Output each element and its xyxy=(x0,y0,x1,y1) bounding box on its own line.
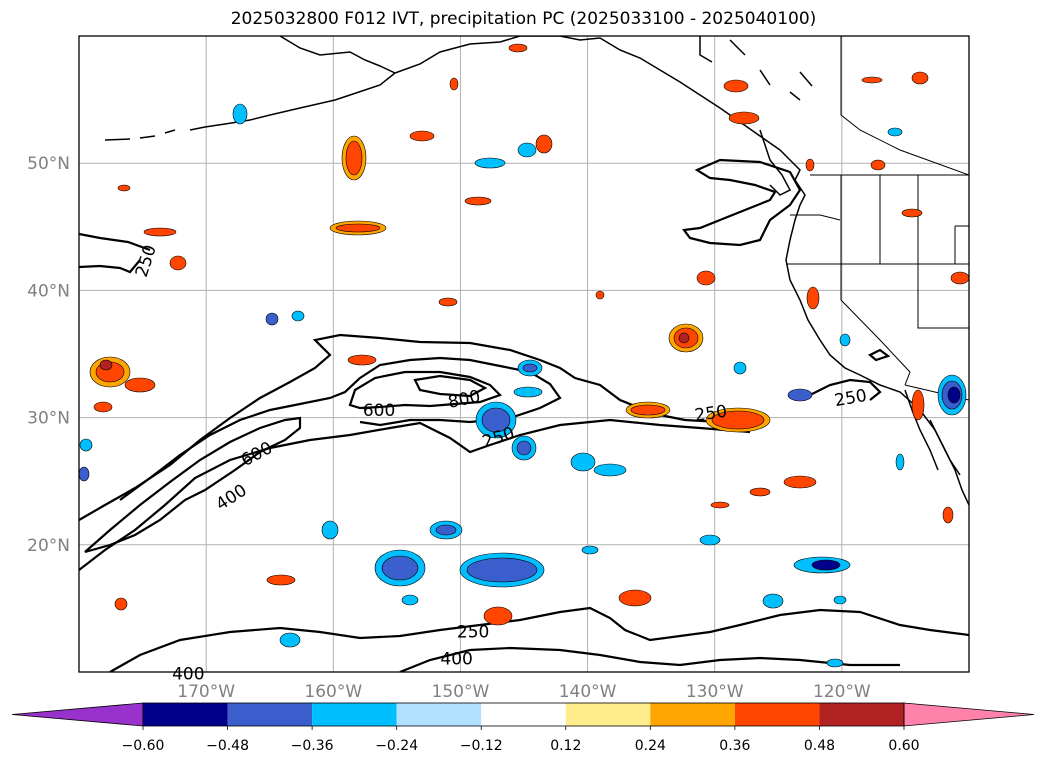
lon-label: 170°W xyxy=(177,682,235,702)
lon-label: 120°W xyxy=(813,682,871,702)
colorbar-segment xyxy=(227,703,313,726)
colorbar-tick-label: 0.60 xyxy=(888,738,919,754)
contour-label: 400 xyxy=(172,665,204,685)
map-title: 2025032800 F012 IVT, precipitation PC (2… xyxy=(230,9,817,29)
colorbar-frame xyxy=(142,702,905,727)
colorbar-tick-label: −0.48 xyxy=(206,738,249,754)
colorbar-tick-label: 0.12 xyxy=(550,738,581,754)
colorbar-tick-label: −0.24 xyxy=(375,738,418,754)
map-frame xyxy=(78,35,970,673)
colorbar-segment xyxy=(734,703,820,726)
colorbar-segment xyxy=(143,703,228,726)
lat-label: 40°N xyxy=(27,281,70,301)
colorbar-tick-label: 0.36 xyxy=(719,738,750,754)
contour-label: 250 xyxy=(693,402,728,426)
colorbar-tick-label: −0.36 xyxy=(291,738,334,754)
lon-label: 140°W xyxy=(559,682,617,702)
longitude-labels: 170°W 160°W 150°W 140°W 130°W 120°W xyxy=(177,682,871,702)
political-borders xyxy=(786,36,969,401)
colorbar-tick-label: 0.24 xyxy=(635,738,666,754)
contour-label: 400 xyxy=(440,649,472,669)
colorbar-segment xyxy=(819,703,904,726)
colorbar-segment xyxy=(481,703,566,726)
lat-label: 50°N xyxy=(27,154,70,174)
colorbar: −0.60 −0.48 −0.36 −0.24 −0.12 0.12 0.24 0.36 0.4… xyxy=(11,702,1035,754)
colorbar-segment xyxy=(396,703,482,726)
colorbar-tick-label: −0.60 xyxy=(122,738,165,754)
colorbar-tick-label: −0.12 xyxy=(460,738,503,754)
ivt-contours xyxy=(79,158,969,672)
colorbar-over-arrow xyxy=(903,702,1035,727)
contour-label: 600 xyxy=(363,401,395,421)
lat-label: 20°N xyxy=(27,536,70,556)
lon-label: 130°W xyxy=(686,682,744,702)
lon-label: 160°W xyxy=(304,682,362,702)
colorbar-segment xyxy=(312,703,397,726)
contour-label: 250 xyxy=(457,623,489,643)
colorbar-tick-label: 0.48 xyxy=(804,738,835,754)
colorbar-segment xyxy=(565,703,651,726)
colorbar-segment xyxy=(650,703,735,726)
colorbar-under-arrow xyxy=(11,702,144,727)
precip-shading xyxy=(79,43,969,668)
lon-label: 150°W xyxy=(432,682,490,702)
lat-label: 30°N xyxy=(27,409,70,429)
latitude-labels: 50°N 40°N 30°N 20°N xyxy=(27,154,70,556)
gridlines xyxy=(79,36,969,672)
